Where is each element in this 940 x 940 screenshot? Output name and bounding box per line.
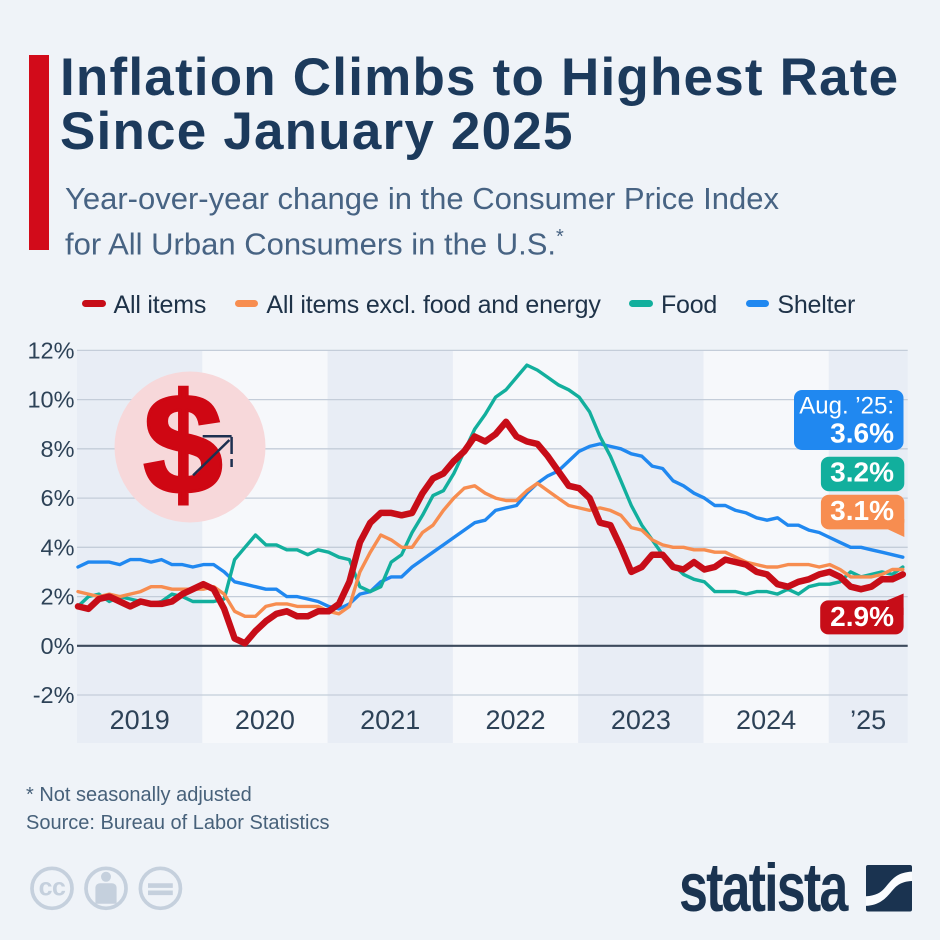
svg-text:2019: 2019 <box>110 705 170 735</box>
svg-text:$: $ <box>143 365 223 524</box>
svg-text:-2%: -2% <box>33 682 75 708</box>
svg-text:10%: 10% <box>27 387 74 413</box>
svg-text:3.2%: 3.2% <box>830 457 894 488</box>
svg-text:2021: 2021 <box>360 705 420 735</box>
svg-text:3.6%: 3.6% <box>830 417 894 448</box>
svg-text:statista: statista <box>679 862 849 916</box>
svg-text:2020: 2020 <box>235 705 295 735</box>
svg-text:2023: 2023 <box>611 705 671 735</box>
svg-text:4%: 4% <box>41 534 75 560</box>
svg-text:’25: ’25 <box>850 705 886 735</box>
svg-text:Aug. ’25:: Aug. ’25: <box>799 392 894 419</box>
svg-text:6%: 6% <box>41 485 75 511</box>
svg-text:3.1%: 3.1% <box>830 495 894 526</box>
svg-text:8%: 8% <box>41 436 75 462</box>
svg-text:2022: 2022 <box>485 705 545 735</box>
svg-text:2024: 2024 <box>736 705 796 735</box>
svg-text:2.9%: 2.9% <box>830 601 894 632</box>
svg-text:12%: 12% <box>27 337 74 363</box>
svg-text:cc: cc <box>39 874 66 902</box>
svg-text:0%: 0% <box>41 633 75 659</box>
svg-text:2%: 2% <box>41 584 75 610</box>
